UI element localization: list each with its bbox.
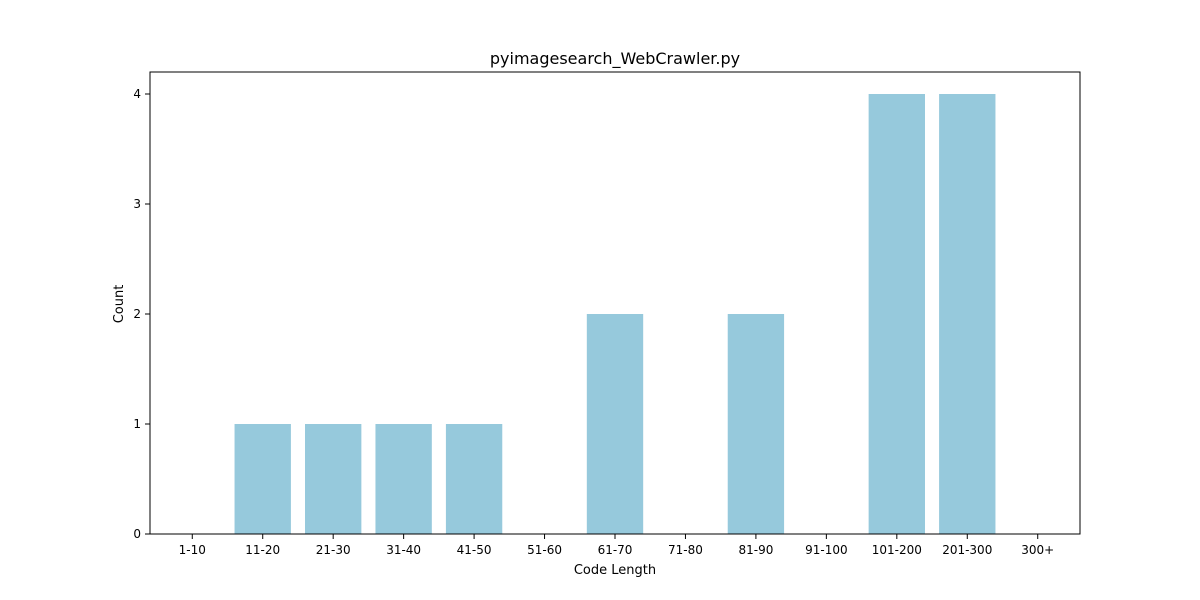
x-tick-label: 41-50 [457, 543, 492, 557]
x-tick-label: 51-60 [527, 543, 562, 557]
y-tick-label: 1 [133, 417, 141, 431]
x-tick-label: 101-200 [872, 543, 922, 557]
plot-area-frame [149, 71, 1081, 535]
bar-101-200 [868, 94, 925, 534]
y-tick-label: 0 [133, 527, 141, 541]
x-tick-label: 61-70 [598, 543, 633, 557]
x-tick-label: 300+ [1021, 543, 1054, 557]
bar-31-40 [375, 424, 432, 534]
y-tick-label: 4 [133, 87, 141, 101]
bar-81-90 [727, 314, 785, 534]
bar-61-70 [586, 314, 644, 534]
x-tick-label: 81-90 [738, 543, 773, 557]
x-axis-ticks: 1-10 11-20 21-30 31-40 41-50 51-60 61-70 71-80 8… [179, 534, 1054, 557]
x-tick-label: 11-20 [245, 543, 280, 557]
bars-group [234, 94, 996, 534]
x-tick-label: 71-80 [668, 543, 703, 557]
y-tick-label: 2 [133, 307, 141, 321]
chart-title: pyimagesearch_WebCrawler.py [490, 49, 740, 69]
x-tick-label: 21-30 [316, 543, 351, 557]
x-tick-label: 31-40 [386, 543, 421, 557]
bar-201-300 [939, 94, 996, 534]
bar-11-20 [234, 424, 291, 534]
y-tick-label: 3 [133, 197, 141, 211]
x-tick-label: 91-100 [805, 543, 848, 557]
bar-41-50 [445, 424, 503, 534]
x-axis-label: Code Length [574, 563, 656, 578]
x-tick-label: 1-10 [179, 543, 206, 557]
y-axis-label: Count [112, 285, 127, 324]
bar-21-30 [305, 424, 362, 534]
y-axis-ticks: 0 1 2 3 4 [133, 87, 150, 541]
x-tick-label: 201-300 [942, 543, 992, 557]
